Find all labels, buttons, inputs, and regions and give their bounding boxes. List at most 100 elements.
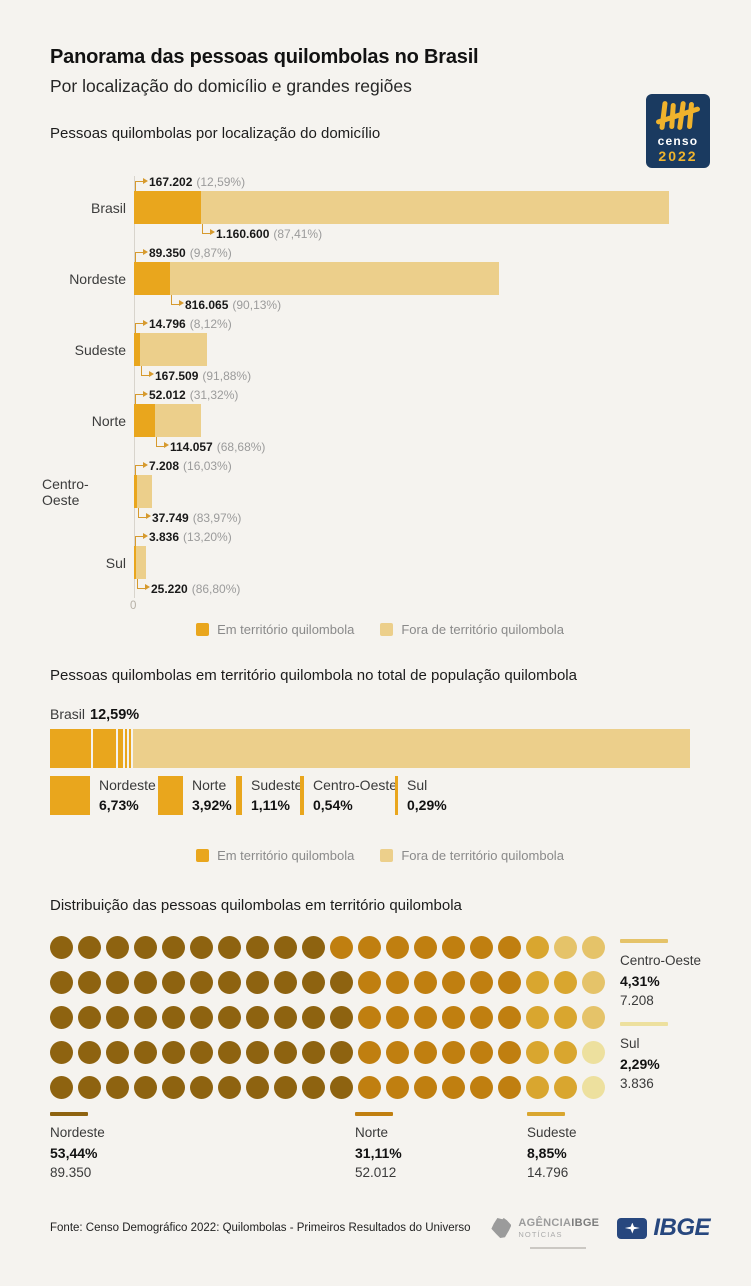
stacked-segment-sul [129,729,131,768]
waffle-dot-nordeste [190,1041,213,1064]
chart2-total-label: Brasil 12,59% [50,706,710,723]
chart1-row: Nordeste 89.350 (9,87%) 816.065 (90,13%) [69,243,710,314]
value-out: 816.065 [185,297,229,312]
waffle-dot-nordeste [218,936,241,959]
waffle-dot-nordeste [50,1006,73,1029]
waffle-dot-norte [358,971,381,994]
region-label: Sul [105,554,126,571]
agencia-subtext: NOTÍCIAS [518,1230,563,1239]
waffle-dot-nordeste [330,1006,353,1029]
region-label: Centro-Oeste [42,475,89,508]
waffle-dot-norte [470,936,493,959]
total-region: Brasil [50,706,86,722]
waffle-dot-norte [358,1041,381,1064]
waffle-dot-nordeste [134,1041,157,1064]
waffle-dot-norte [386,971,409,994]
waffle-dot-norte [414,1076,437,1099]
legend-texts: Nordeste 6,73% [99,776,156,815]
waffle-dot-nordeste [190,971,213,994]
label-in-territory: 52.012 (31,32%) [134,385,239,406]
label-in-territory: 167.202 (12,59%) [134,172,245,193]
waffle-dot-nordeste [106,971,129,994]
waffle-dot-nordeste [218,971,241,994]
waffle-side-labels: Centro-Oeste 4,31% 7.208 Sul 2,29% 3.836 [620,936,701,1105]
waffle-dot-norte [498,1076,521,1099]
waffle-dot-norte [470,971,493,994]
chart2-legend-item-nordeste: Nordeste 6,73% [50,776,156,815]
bar [134,191,710,224]
x-axis-zero-label: 0 [130,600,137,612]
region-name: Norte [355,1125,389,1140]
waffle-dot-sudeste [554,971,577,994]
waffle-dot-nordeste [246,1041,269,1064]
legend-region-pct: 3,92% [192,797,232,813]
value-out: 25.220 [151,581,188,596]
label-out-territory: 816.065 (90,13%) [170,293,282,314]
legend-item-in-territory: Em território quilombola [196,848,354,863]
legend-texts: Sudeste 1,11% [251,776,302,815]
legend-region-name: Nordeste [99,777,156,793]
legend-label: Fora de território quilombola [401,848,564,863]
out-territory-swatch [380,849,394,862]
pct-out: (90,13%) [232,297,282,312]
legend-swatch [395,776,398,815]
out-territory-swatch [380,623,394,636]
region-underline [355,1112,393,1116]
agencia-ibge-noticias-logo: AGÊNCIAIBGE NOTÍCIAS [491,1217,599,1239]
waffle-dot-nordeste [274,1076,297,1099]
fine-print [530,1247,586,1249]
value-out: 1.160.600 [216,226,270,241]
total-pct: 12,59% [90,707,140,723]
censo-logo-word: censo [657,134,699,148]
value-out: 167.509 [155,368,199,383]
waffle-dot-nordeste [246,971,269,994]
waffle-dot-nordeste [106,936,129,959]
chart1-row: Sul 3.836 (13,20%) 25.220 (86,80%) [106,527,710,598]
censo-2022-logo: censo 2022 [646,94,710,168]
stacked-segment-remainder [133,729,690,768]
waffle-dot-nordeste [78,936,101,959]
pct-in: (9,87%) [189,245,232,260]
waffle-dot-nordeste [162,1041,185,1064]
waffle-dot-nordeste [134,1006,157,1029]
region-pct: 2,29% [620,1056,660,1072]
waffle-dot-nordeste [246,936,269,959]
waffle-dot-nordeste [218,1076,241,1099]
legend-swatch [236,776,242,815]
waffle-dot-norte [498,971,521,994]
region-underline [50,1112,88,1116]
value-out: 37.749 [152,510,189,525]
waffle-dot-centro-oeste [582,936,605,959]
waffle-dot-norte [414,971,437,994]
waffle-dot-norte [442,971,465,994]
chart1-row: Sudeste 14.796 (8,12%) 167.509 (91,88%) [75,314,710,385]
bar [134,333,710,366]
waffle-label-nordeste: Nordeste 53,44% 89.350 [50,1112,105,1183]
waffle-dot-norte [386,1041,409,1064]
value-in: 3.836 [149,529,180,544]
waffle-dot-norte [442,1006,465,1029]
stacked-segment-sudeste [118,729,123,768]
waffle-dot-nordeste [106,1041,129,1064]
tally-marks-icon [655,99,701,132]
label-in-territory: 89.350 (9,87%) [134,243,232,264]
waffle-dot-nordeste [106,1076,129,1099]
label-out-territory: 167.509 (91,88%) [140,364,251,385]
waffle-dot-norte [470,1006,493,1029]
chart2-title: Pessoas quilombolas em território quilom… [50,667,577,684]
waffle-dot-sudeste [526,1041,549,1064]
pct-in: (31,32%) [189,387,239,402]
waffle-dot-norte [498,1006,521,1029]
waffle-dot-nordeste [162,936,185,959]
region-label: Norte [91,412,126,429]
bar-segment-out [140,333,207,366]
waffle-dot-nordeste [302,1076,325,1099]
waffle-dot-nordeste [78,971,101,994]
legend-item-out-territory: Fora de território quilombola [380,848,564,863]
region-label: Nordeste [69,270,126,287]
bar-segment-out [137,475,152,508]
label-out-territory: 25.220 (86,80%) [136,577,240,598]
waffle-dot-centro-oeste [554,936,577,959]
waffle-dot-nordeste [50,936,73,959]
label-in-territory: 3.836 (13,20%) [134,527,232,548]
